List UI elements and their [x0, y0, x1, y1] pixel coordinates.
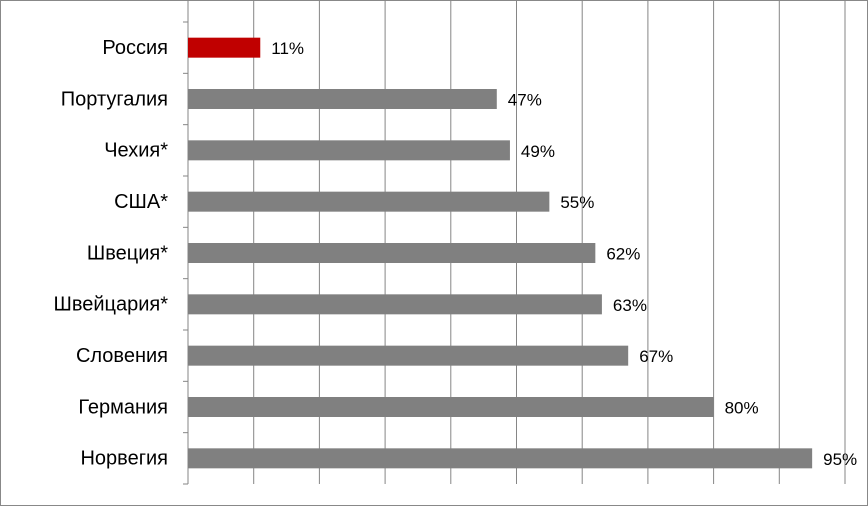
category-label: Швейцария* [53, 294, 168, 316]
category-label: США* [114, 191, 168, 213]
category-label: Португалия [61, 88, 168, 110]
value-label: 80% [725, 398, 759, 417]
value-label: 63% [613, 296, 647, 315]
bar [188, 294, 602, 315]
bar [188, 191, 550, 212]
bar [188, 397, 714, 417]
bar [188, 89, 497, 109]
value-label: 55% [560, 193, 594, 212]
category-label: Россия [102, 37, 168, 59]
category-label: Чехия* [104, 140, 168, 162]
value-label: 67% [639, 347, 673, 366]
category-label: Норвегия [80, 448, 168, 470]
category-label: Германия [78, 396, 168, 418]
value-label: 49% [521, 142, 555, 161]
value-label: 47% [508, 90, 542, 109]
value-label: 95% [823, 450, 857, 469]
bar [188, 243, 596, 263]
category-label: Швеция* [87, 242, 168, 264]
value-label: 62% [606, 244, 640, 263]
bar [188, 140, 510, 161]
bar [188, 448, 813, 469]
value-label: 11% [271, 39, 304, 58]
bar [188, 37, 261, 58]
bar [188, 345, 629, 366]
category-label: Словения [76, 345, 168, 367]
